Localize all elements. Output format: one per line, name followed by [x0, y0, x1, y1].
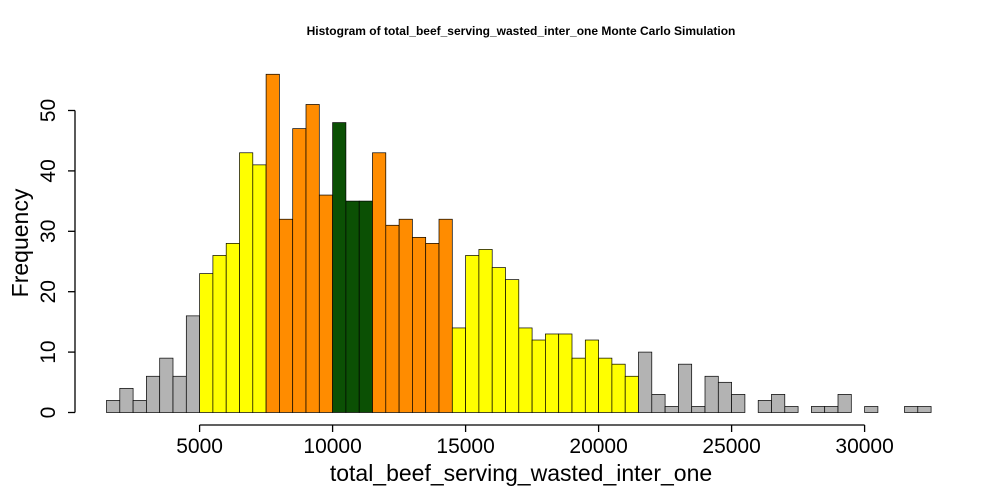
- x-tick-label: 30000: [835, 435, 893, 458]
- histogram-bar: [398, 218, 413, 413]
- histogram-bar: [185, 315, 200, 413]
- chart-title: Histogram of total_beef_serving_wasted_i…: [307, 24, 736, 38]
- y-tick-label: 20: [37, 280, 60, 303]
- histogram-bar: [678, 363, 693, 413]
- histogram-bar: [252, 164, 267, 413]
- histogram-bar: [425, 243, 440, 413]
- x-axis-label: total_beef_serving_wasted_inter_one: [330, 460, 712, 486]
- y-tick-label: 0: [37, 407, 60, 419]
- histogram-bar: [345, 200, 360, 413]
- histogram-bar: [864, 406, 879, 413]
- histogram-bar: [558, 333, 573, 413]
- histogram-bar: [318, 194, 333, 413]
- histogram-bar: [584, 339, 599, 413]
- y-tick-label: 30: [37, 220, 60, 243]
- histogram-bar: [757, 400, 772, 413]
- histogram-bar: [132, 400, 147, 413]
- histogram-bar: [611, 363, 626, 413]
- histogram-bar: [119, 387, 134, 413]
- histogram-bar: [265, 73, 280, 413]
- histogram-bar: [358, 200, 373, 413]
- histogram-bar: [172, 375, 187, 413]
- histogram-bar: [305, 104, 320, 413]
- histogram-bar: [917, 406, 932, 413]
- histogram-bar: [717, 381, 732, 413]
- histogram-bar: [465, 255, 480, 413]
- histogram-bar: [412, 236, 427, 413]
- x-tick-label: 15000: [436, 435, 494, 458]
- y-tick-label: 50: [37, 99, 60, 122]
- histogram-bar: [904, 406, 919, 413]
- histogram-bar: [624, 375, 639, 413]
- histogram-bar: [292, 128, 307, 413]
- histogram-bar: [332, 122, 347, 413]
- histogram-bar: [451, 327, 466, 413]
- x-tick-label: 10000: [303, 435, 361, 458]
- histogram-bar: [545, 333, 560, 413]
- histogram-bar: [225, 243, 240, 413]
- histogram-bar: [691, 406, 706, 413]
- histogram-bar: [704, 375, 719, 413]
- histogram-bar: [811, 406, 826, 413]
- y-tick-label: 40: [37, 159, 60, 182]
- histogram-bar: [505, 279, 520, 413]
- histogram-bar: [571, 357, 586, 413]
- y-axis: 0 10 20 30 40 50: [37, 99, 76, 419]
- histogram-bar: [491, 267, 506, 413]
- histogram-bar: [146, 375, 161, 413]
- histogram-bar: [279, 218, 294, 413]
- histogram-bar: [478, 249, 493, 413]
- x-tick-label: 25000: [702, 435, 760, 458]
- histogram-bar: [824, 406, 839, 413]
- histogram-bar: [159, 357, 174, 413]
- histogram-bar: [598, 357, 613, 413]
- x-axis: 5000 10000 15000 20000 25000 30000: [176, 424, 894, 458]
- x-tick-label: 5000: [176, 435, 223, 458]
- histogram-bar: [239, 152, 254, 413]
- histogram-bar: [372, 152, 387, 413]
- histogram-bar: [438, 218, 453, 413]
- histogram-bars: [106, 73, 932, 413]
- histogram-bar: [664, 406, 679, 413]
- histogram-bar: [651, 394, 666, 413]
- histogram-bar: [518, 327, 533, 413]
- histogram-bar: [106, 400, 121, 413]
- y-axis-label: Frequency: [7, 188, 33, 297]
- histogram-bar: [199, 273, 214, 413]
- y-tick-label: 10: [37, 340, 60, 363]
- histogram-bar: [212, 255, 227, 413]
- histogram-bar: [784, 406, 799, 413]
- histogram-bar: [385, 224, 400, 413]
- histogram-bar: [837, 394, 852, 413]
- histogram-bar: [731, 394, 746, 413]
- histogram-bar: [638, 351, 653, 413]
- histogram-bar: [531, 339, 546, 413]
- x-tick-label: 20000: [569, 435, 627, 458]
- histogram-bar: [771, 394, 786, 413]
